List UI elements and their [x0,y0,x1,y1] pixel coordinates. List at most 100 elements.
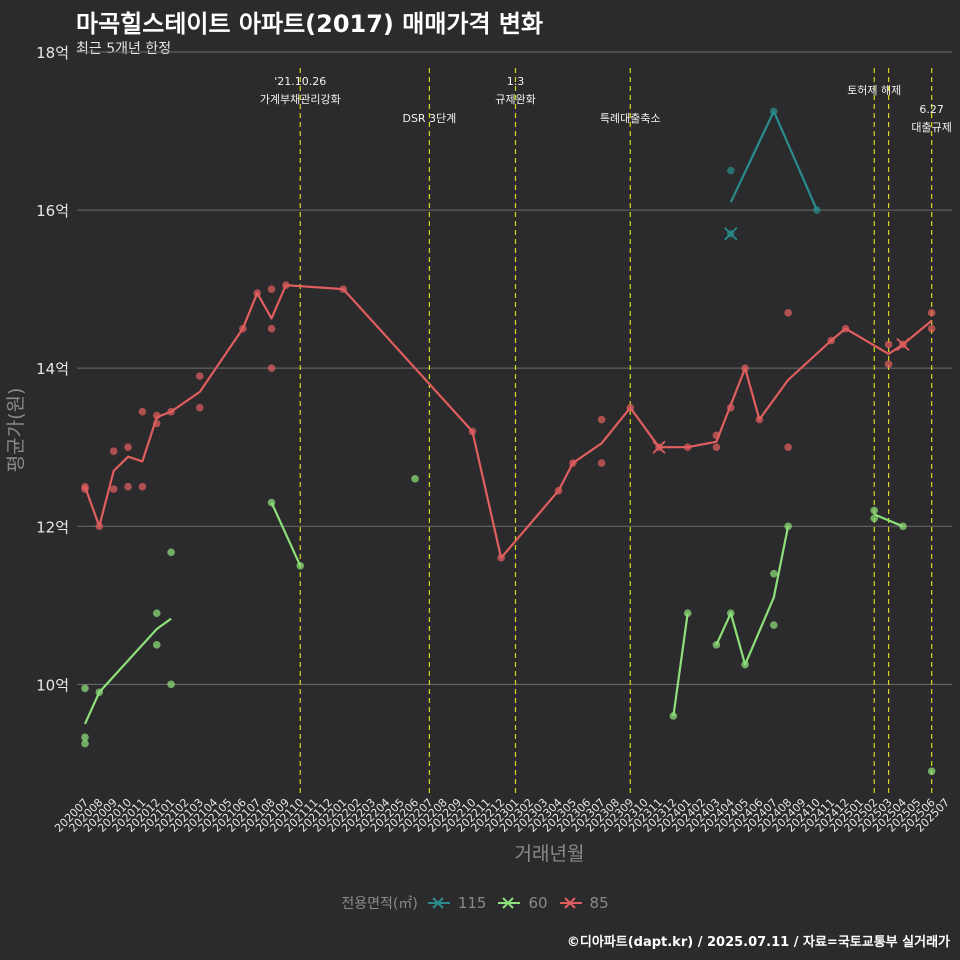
data-point-85 [741,364,749,372]
data-point-85 [253,289,261,297]
event-label: DSR 3단계 [402,112,456,125]
data-point-60 [784,522,792,531]
data-point-85 [81,485,89,493]
legend: 전용면적(㎡) 115 60 85 [0,893,960,913]
event-label: 대출규제 [911,121,951,134]
data-point-115 [770,107,778,116]
data-point-85 [884,340,893,349]
data-point-85 [109,447,118,455]
data-point-85 [683,443,692,452]
event-label: 특례대출축소 [600,112,661,125]
legend-label-115: 115 [457,894,487,912]
data-point-115 [813,206,821,214]
data-point-85 [884,360,893,369]
y-axis-label: 평균가(원) [5,388,27,473]
series-line-115 [729,110,818,211]
cancelled-marker-85 [896,337,910,352]
legend-item-115: 115 [426,893,487,913]
chart-subtitle: 최근 5개년 한정 [76,41,172,57]
y-tick-label: 18억 [36,44,69,62]
y-tick-label: 16억 [36,202,69,220]
data-point-60 [81,739,89,748]
chart-title: 마곡힐스테이트 아파트(2017) 매매가격 변화 [76,10,544,38]
event-label: '21.10.26 [274,75,326,88]
data-point-85 [152,419,161,428]
data-point-85 [339,285,348,293]
data-point-85 [784,443,792,452]
data-point-85 [468,427,477,436]
cancelled-marker-115 [724,227,738,241]
data-point-85 [267,364,276,372]
data-point-60 [267,498,276,507]
legend-label-85: 85 [589,894,609,912]
data-point-85 [784,309,792,317]
data-point-60 [81,684,89,693]
data-point-85 [712,443,721,452]
data-point-60 [770,569,778,578]
data-point-85 [167,407,175,416]
y-tick-label: 14억 [36,360,69,378]
series-line-85 [83,284,933,559]
data-point-60 [81,733,89,742]
data-point-85 [196,403,204,412]
data-point-60 [167,548,175,557]
data-point-85 [726,403,735,412]
data-point-60 [870,506,879,515]
data-point-85 [267,324,276,333]
data-point-60 [726,609,735,618]
data-point-60 [167,680,175,689]
legend-title: 전용면적(㎡) [341,896,418,912]
data-point-60 [152,641,161,649]
data-point-60 [712,641,721,649]
data-point-85 [138,482,147,491]
legend-item-85: 85 [558,893,609,913]
data-point-85 [597,415,606,424]
data-point-85 [712,431,721,440]
data-point-85 [626,403,635,412]
cancelled-marker-85 [652,440,666,454]
data-point-85 [927,309,936,317]
data-point-60 [296,561,305,570]
series-line-60 [270,502,302,567]
legend-label-60: 60 [528,894,548,912]
data-point-60 [683,609,692,618]
x-axis-label: 거래년월 [515,843,585,865]
legend-item-60: 60 [496,893,548,913]
data-point-85 [109,485,118,493]
data-point-85 [124,482,132,491]
legend-key-60 [498,897,521,909]
data-point-85 [755,415,764,424]
event-label: 토허제 해제 [847,83,901,97]
data-point-85 [597,459,606,467]
data-point-60 [899,522,907,531]
data-point-85 [282,281,290,289]
data-point-85 [124,443,132,452]
data-point-85 [554,486,563,495]
data-point-85 [841,324,850,333]
data-point-85 [138,407,147,416]
event-label: 6.27 [919,103,944,116]
data-point-85 [196,372,204,380]
event-label: 가계부채관리강화 [260,93,341,106]
data-point-60 [870,514,879,523]
data-point-85 [827,336,835,345]
y-tick-label: 12억 [36,518,69,536]
data-point-60 [95,688,104,697]
data-point-85 [267,285,276,293]
data-point-60 [152,609,161,618]
data-point-60 [669,712,678,720]
data-point-60 [770,621,778,629]
series-line-60 [715,526,790,666]
series-line-60 [672,613,689,717]
data-point-85 [152,411,161,420]
series-line-60 [83,617,172,725]
data-point-60 [927,767,936,776]
data-point-85 [95,522,104,531]
y-tick-label: 10억 [36,676,69,694]
data-point-85 [497,554,505,562]
series-line-60 [873,513,904,528]
data-point-85 [569,459,577,467]
data-point-85 [239,324,247,333]
legend-key-85 [559,897,582,909]
